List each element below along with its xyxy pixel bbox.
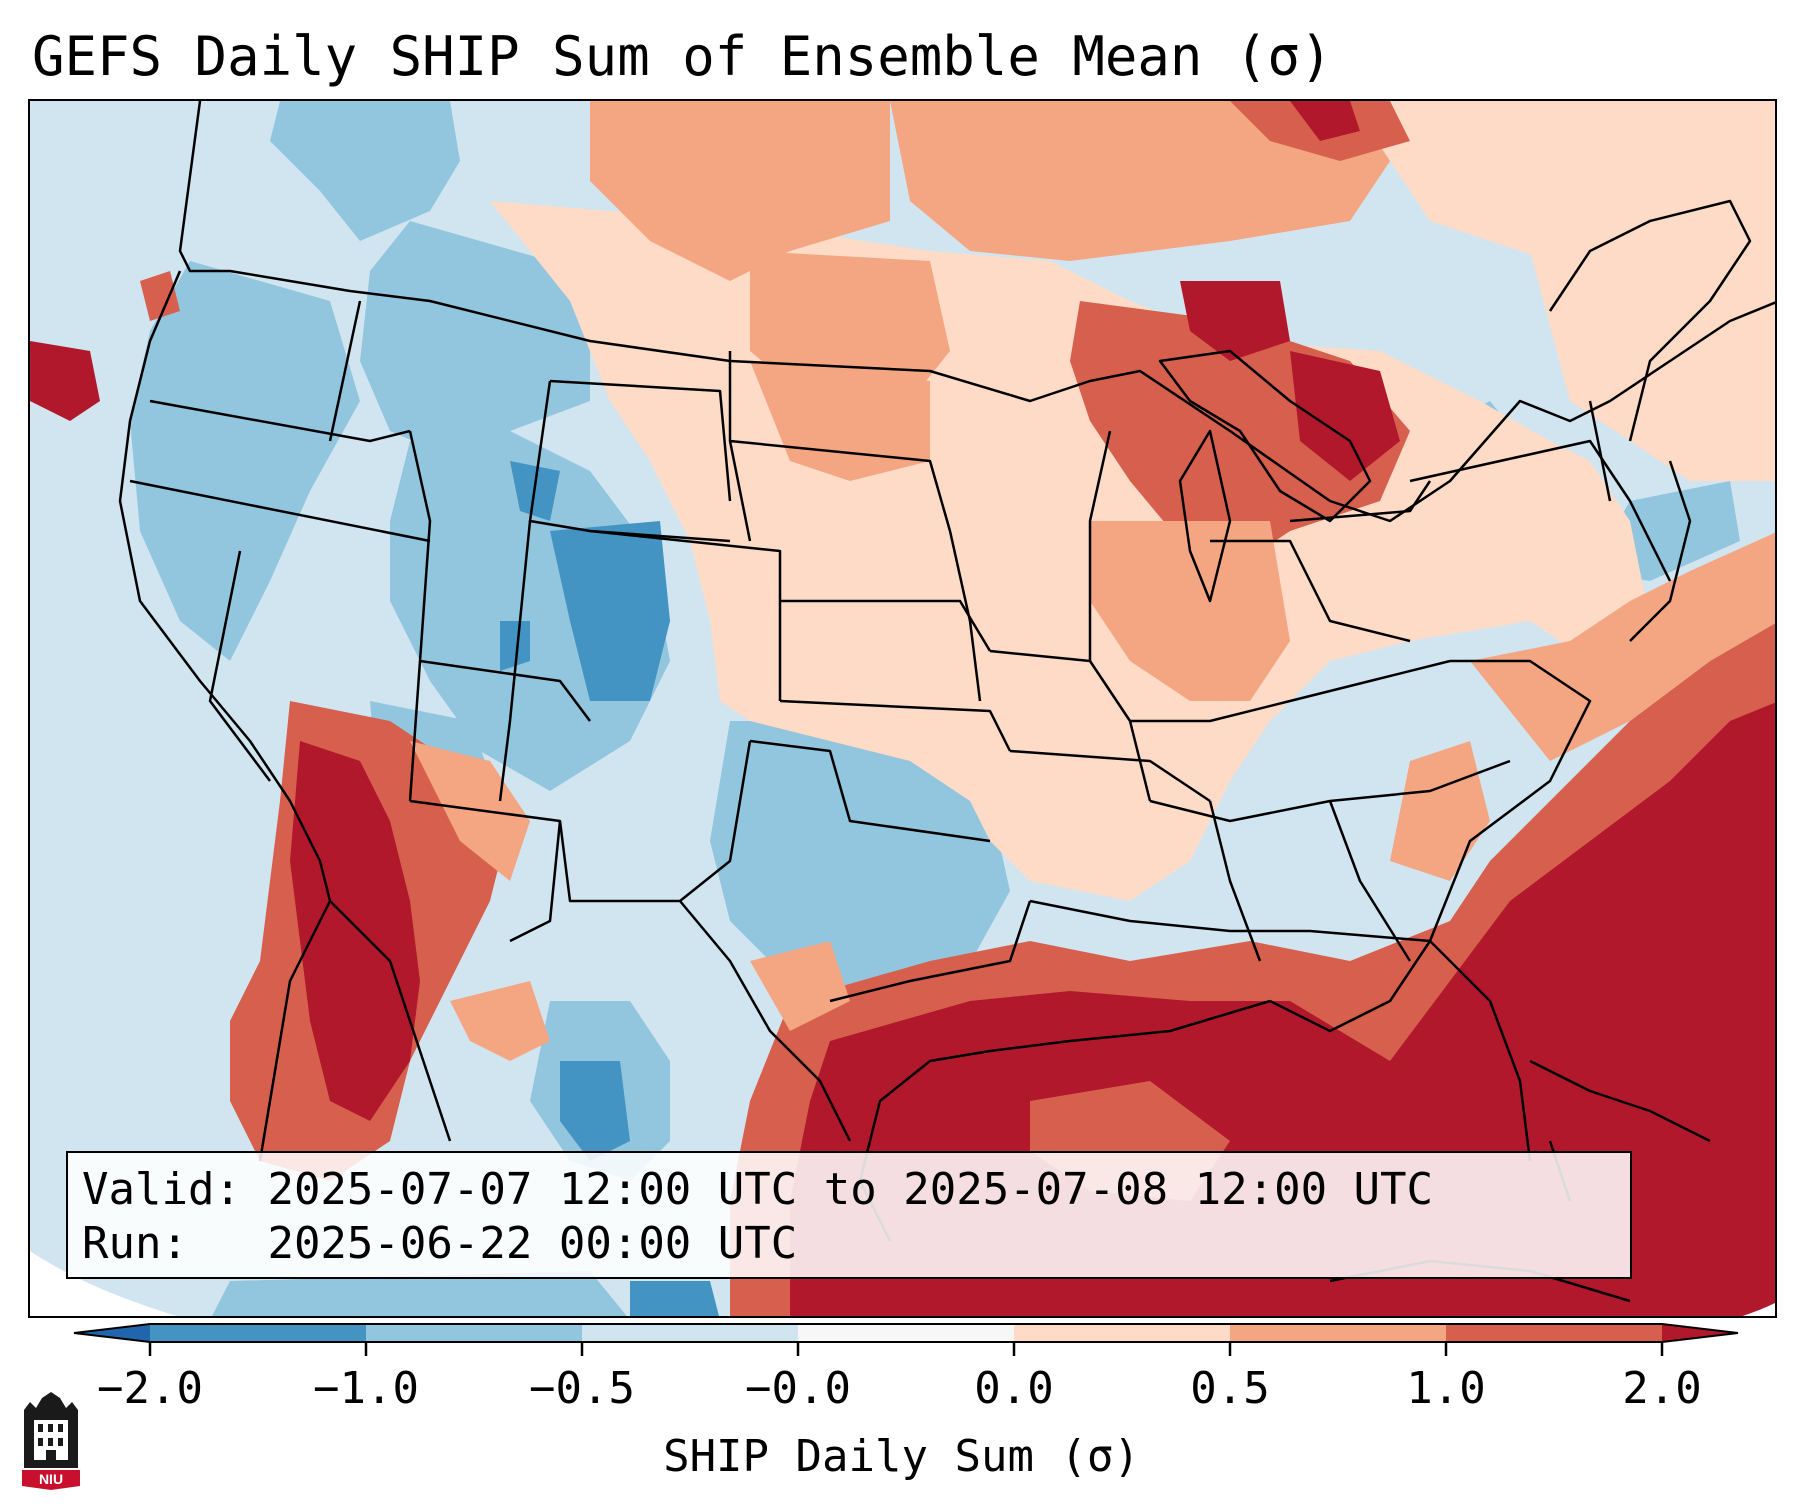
valid-value: 2025-07-07 12:00 UTC to 2025-07-08 12:00… xyxy=(267,1164,1434,1215)
colorbar-outline xyxy=(73,1323,1739,1343)
run-line: Run: 2025-06-22 00:00 UTC xyxy=(82,1217,797,1271)
colorbar-tick-label: 0.0 xyxy=(974,1363,1054,1414)
colorbar-tick-label: 0.5 xyxy=(1190,1363,1270,1414)
ship-anomaly-map xyxy=(30,101,1775,1316)
logo-text: NIU xyxy=(39,1471,63,1487)
colorbar-tick-marks xyxy=(148,1342,1664,1356)
colorbar-bin xyxy=(150,1324,367,1342)
colorbar xyxy=(73,1323,1739,1356)
colorbar-tick-label: −0.0 xyxy=(745,1363,851,1414)
colorbar-tick-label: 1.0 xyxy=(1406,1363,1486,1414)
negative-anomaly-regions xyxy=(130,101,1740,1316)
political-borders xyxy=(118,101,1775,1303)
colorbar-label: SHIP Daily Sum (σ) xyxy=(663,1431,1140,1482)
colorbar-bins xyxy=(150,1324,1663,1342)
colorbar-tick-label: −1.0 xyxy=(313,1363,419,1414)
niu-logo: NIU xyxy=(22,1392,80,1490)
colorbar-tick-label: −2.0 xyxy=(97,1363,203,1414)
run-value: 2025-06-22 00:00 UTC xyxy=(267,1218,798,1269)
valid-line: Valid: 2025-07-07 12:00 UTC to 2025-07-0… xyxy=(82,1163,1433,1217)
colorbar-over-extension xyxy=(1662,1324,1738,1342)
colorbar-bin xyxy=(1014,1324,1231,1342)
colorbar-bin xyxy=(582,1324,799,1342)
run-label: Run: xyxy=(82,1218,188,1269)
colorbar-bin xyxy=(1230,1324,1447,1342)
colorbar-tick-label: 2.0 xyxy=(1622,1363,1702,1414)
colorbar-bin xyxy=(1446,1324,1663,1342)
figure-title: GEFS Daily SHIP Sum of Ensemble Mean (σ) xyxy=(32,25,1333,88)
colorbar-bin xyxy=(798,1324,1015,1342)
valid-label: Valid: xyxy=(82,1164,241,1215)
colorbar-under-extension xyxy=(74,1324,150,1342)
colorbar-tick-label: −0.5 xyxy=(529,1363,635,1414)
valid-run-info-box: Valid: 2025-07-07 12:00 UTC to 2025-07-0… xyxy=(66,1151,1632,1279)
no-data-corner xyxy=(30,1251,177,1316)
map-panel xyxy=(28,99,1777,1318)
colorbar-bin xyxy=(366,1324,583,1342)
